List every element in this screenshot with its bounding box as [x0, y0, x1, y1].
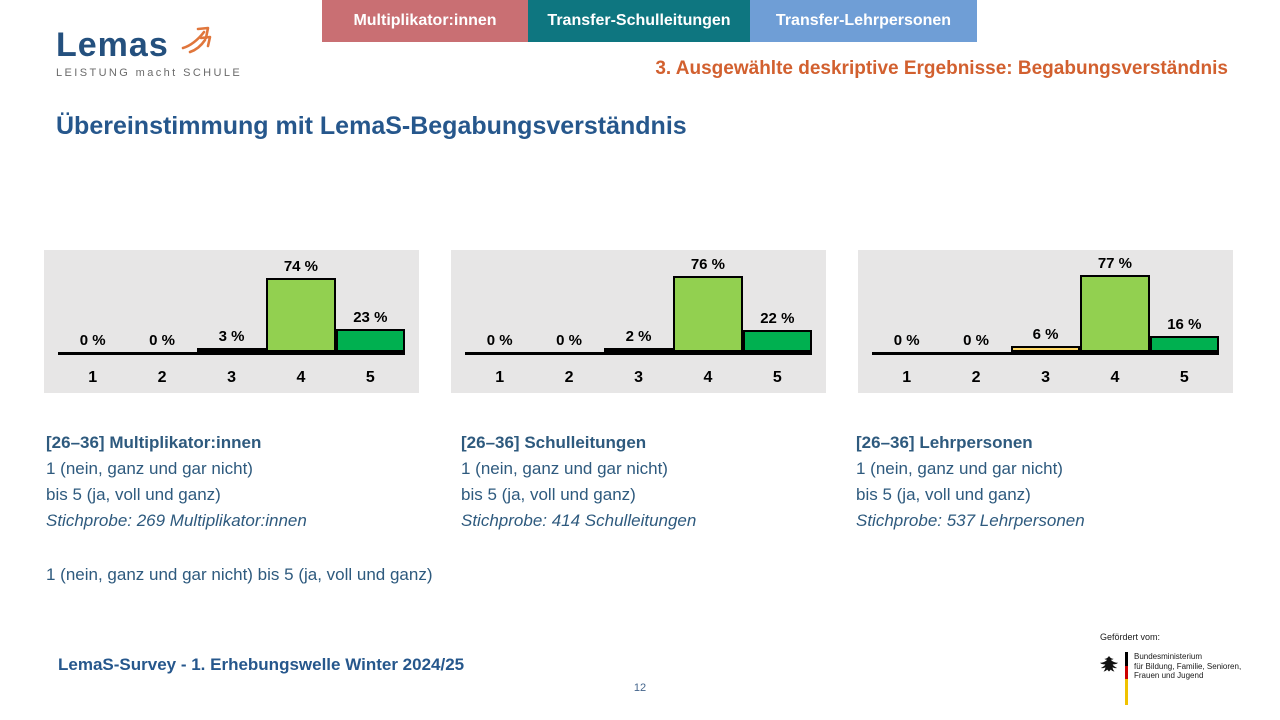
- tab-transfer-lehrpersonen[interactable]: Transfer-Lehrpersonen: [750, 0, 977, 42]
- category-label: 2: [971, 369, 981, 386]
- funding-label: Gefördert vom:: [1100, 632, 1161, 642]
- caption-sample: Stichprobe: 537 Lehrpersonen: [856, 511, 1085, 530]
- caption-heading: [26–36] Multiplikator:innen: [46, 433, 262, 452]
- tab-bar: Multiplikator:innen Transfer-Schulleitun…: [322, 0, 977, 42]
- bar: [335, 329, 406, 352]
- bar-value-label: 77 %: [1097, 255, 1133, 272]
- bar: [1010, 346, 1081, 352]
- bar-slot: 76 %: [673, 250, 743, 352]
- caption-scale-line1: 1 (nein, ganz und gar nicht): [461, 459, 668, 478]
- bar-value-label: 0 %: [149, 332, 176, 349]
- bar: [196, 348, 267, 352]
- caption-scale-line1: 1 (nein, ganz und gar nicht): [856, 459, 1063, 478]
- bar-value-label: 0 %: [556, 332, 583, 349]
- bar-value-label: 2 %: [625, 328, 652, 345]
- bar: [1080, 275, 1150, 352]
- bar-slot: 77 %: [1080, 250, 1150, 352]
- page-title: Übereinstimmung mit LemaS-Begabungsverst…: [56, 112, 687, 140]
- bar-slot: 16 %: [1149, 250, 1220, 352]
- lemas-logo: Lemas LEISTUNG macht SCHULE: [56, 26, 243, 79]
- bar-value-label: 0 %: [79, 332, 106, 349]
- bar-slot: 0 %: [534, 250, 603, 352]
- category-label: 2: [157, 369, 167, 386]
- bar-chart-lehrpersonen: 0 % 0 % 6 % 77 % 16 % 1 2 3 4 5: [858, 250, 1233, 393]
- bar-slot: 6 %: [1010, 250, 1081, 352]
- page-number: 12: [633, 682, 647, 694]
- category-label: 2: [564, 369, 574, 386]
- category-label: 3: [1041, 369, 1050, 386]
- category-label: 5: [1179, 369, 1189, 386]
- bar-value-label: 6 %: [1032, 326, 1059, 343]
- caption-scale-line2: bis 5 (ja, voll und ganz): [46, 485, 221, 504]
- caption-sample: Stichprobe: 414 Schulleitungen: [461, 511, 697, 530]
- bar: [673, 276, 743, 352]
- category-label: 1: [902, 369, 912, 386]
- bar-value-label: 76 %: [690, 256, 726, 273]
- bar-value-label: 74 %: [283, 258, 319, 275]
- bar: [1149, 336, 1220, 352]
- category-label: 4: [1110, 369, 1120, 386]
- caption-heading: [26–36] Lehrpersonen: [856, 433, 1033, 452]
- bar: [742, 330, 813, 352]
- caption-scale-line2: bis 5 (ja, voll und ganz): [856, 485, 1031, 504]
- bar: [266, 278, 336, 352]
- caption-lehrpersonen: [26–36] Lehrpersonen 1 (nein, ganz und g…: [856, 430, 1251, 534]
- bar-value-label: 22 %: [760, 310, 795, 327]
- bar-value-label: 23 %: [353, 309, 388, 326]
- category-label: 4: [703, 369, 713, 386]
- bar-slot: 74 %: [266, 250, 336, 352]
- category-label: 5: [772, 369, 782, 386]
- tab-transfer-schulleitungen[interactable]: Transfer-Schulleitungen: [528, 0, 750, 42]
- bar-chart-schulleitungen: 0 % 0 % 2 % 76 % 22 % 1 2 3 4 5: [451, 250, 826, 393]
- caption-scale-line2: bis 5 (ja, voll und ganz): [461, 485, 636, 504]
- bar-chart-multiplikatorinnen: 0 % 0 % 3 % 74 % 23 % 1 2 3 4 5: [44, 250, 419, 393]
- caption-schulleitungen: [26–36] Schulleitungen 1 (nein, ganz und…: [461, 430, 856, 534]
- bar-value-label: 0 %: [963, 332, 990, 349]
- category-label: 5: [365, 369, 375, 386]
- federal-eagle-icon: [1098, 655, 1120, 680]
- caption-multiplikatorinnen: [26–36] Multiplikator:innen 1 (nein, gan…: [46, 430, 441, 534]
- bar-slot: 0 %: [127, 250, 196, 352]
- bar-value-label: 0 %: [893, 332, 920, 349]
- bar-slot: 0 %: [941, 250, 1010, 352]
- plot-area: 0 % 0 % 2 % 76 % 22 %: [465, 250, 813, 355]
- x-axis-labels: 1 2 3 4 5: [872, 369, 1219, 387]
- plot-area: 0 % 0 % 3 % 74 % 23 %: [58, 250, 406, 355]
- bar-value-label: 16 %: [1167, 316, 1202, 333]
- flag-stripe: [1125, 652, 1128, 705]
- section-title: 3. Ausgewählte deskriptive Ergebnisse: B…: [655, 58, 1228, 79]
- plot-area: 0 % 0 % 6 % 77 % 16 %: [872, 250, 1220, 355]
- category-label: 1: [495, 369, 505, 386]
- tab-multiplikatorinnen[interactable]: Multiplikator:innen: [322, 0, 528, 42]
- category-label: 3: [227, 369, 236, 386]
- bar-slot: 23 %: [335, 250, 406, 352]
- bar-slot: 2 %: [603, 250, 674, 352]
- bar: [603, 348, 674, 352]
- category-label: 1: [88, 369, 98, 386]
- bar-slot: 22 %: [742, 250, 813, 352]
- bar-slot: 0 %: [58, 250, 127, 352]
- caption-sample: Stichprobe: 269 Multiplikator:innen: [46, 511, 307, 530]
- ministry-logo: Bundesministerium für Bildung, Familie, …: [1098, 652, 1241, 705]
- bar-slot: 0 %: [465, 250, 534, 352]
- category-label: 3: [634, 369, 643, 386]
- logo-wordmark: Lemas: [56, 26, 169, 64]
- bar-value-label: 0 %: [486, 332, 513, 349]
- x-axis-labels: 1 2 3 4 5: [465, 369, 812, 387]
- bar-value-label: 3 %: [218, 328, 245, 345]
- footer-source: LemaS-Survey - 1. Erhebungswelle Winter …: [58, 655, 465, 674]
- bar-slot: 3 %: [196, 250, 267, 352]
- scale-note: 1 (nein, ganz und gar nicht) bis 5 (ja, …: [46, 565, 433, 584]
- caption-scale-line1: 1 (nein, ganz und gar nicht): [46, 459, 253, 478]
- ministry-name: Bundesministerium für Bildung, Familie, …: [1134, 652, 1242, 680]
- logo-tagline: LEISTUNG macht SCHULE: [56, 67, 243, 79]
- bar-slot: 0 %: [872, 250, 941, 352]
- category-label: 4: [296, 369, 306, 386]
- logo-arrow-icon: [179, 24, 217, 61]
- caption-heading: [26–36] Schulleitungen: [461, 433, 647, 452]
- x-axis-labels: 1 2 3 4 5: [58, 369, 405, 387]
